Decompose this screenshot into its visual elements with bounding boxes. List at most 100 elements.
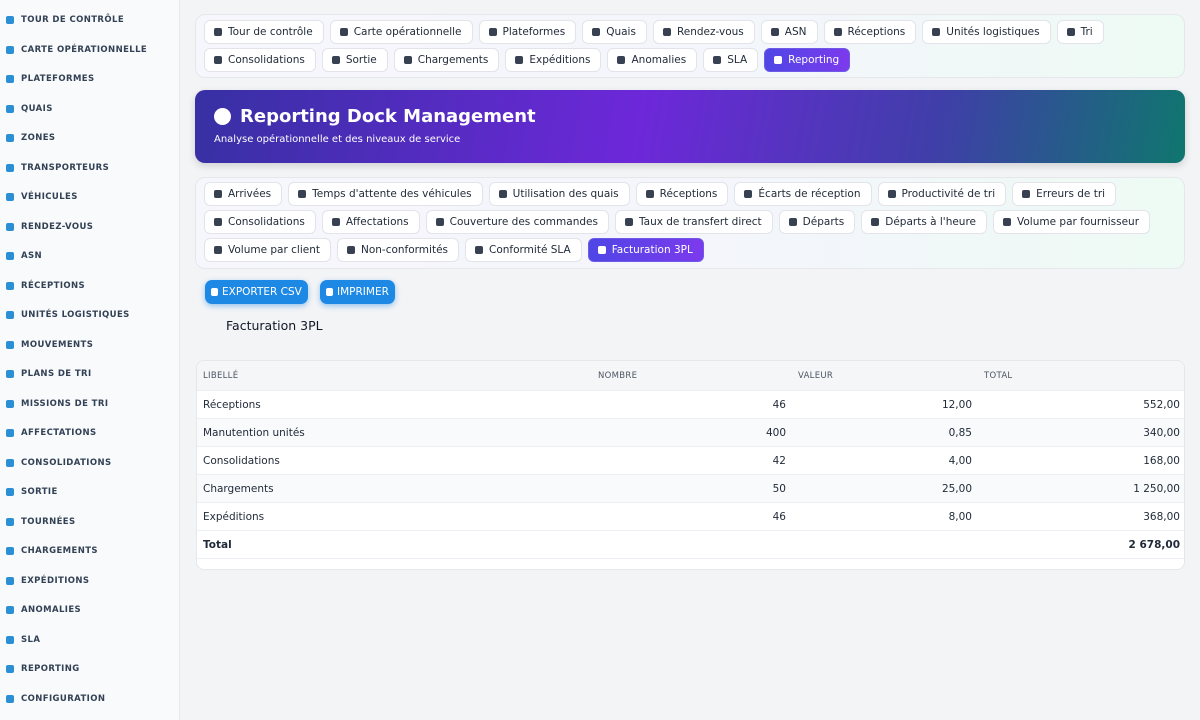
nav-button[interactable]: Quais <box>582 20 647 44</box>
sidebar-item[interactable]: AFFECTATIONS <box>6 425 97 441</box>
nav-button[interactable]: Anomalies <box>607 48 698 72</box>
report-tab[interactable]: Départs <box>778 210 856 234</box>
report-tab[interactable]: Volume par fournisseur <box>993 210 1151 234</box>
sidebar-item[interactable]: MISSIONS DE TRI <box>6 396 108 412</box>
sidebar-item[interactable]: TRANSPORTEURS <box>6 160 109 176</box>
sidebar-item[interactable]: REPORTING <box>6 661 80 677</box>
table-cell: Chargements <box>203 482 274 495</box>
icon <box>6 517 14 526</box>
label: Erreurs de tri <box>1036 188 1106 200</box>
sidebar-item[interactable]: PLATEFORMES <box>6 71 95 87</box>
icon <box>6 16 14 24</box>
sidebar-item[interactable]: UNITÉS LOGISTIQUES <box>6 307 130 323</box>
sidebar-item[interactable]: EXPÉDITIONS <box>6 573 89 589</box>
nav-button[interactable]: Sortie <box>321 48 388 72</box>
sidebar-item[interactable]: ZONES <box>6 130 55 146</box>
report-tab[interactable]: Non-conformités <box>336 238 460 262</box>
label: PLANS DE TRI <box>21 369 92 379</box>
label: Unités logistiques <box>946 26 1040 38</box>
report-tab[interactable]: Temps d'attente des véhicules <box>288 182 483 206</box>
section-title: Facturation 3PL <box>226 318 323 333</box>
report-tab[interactable]: Affectations <box>321 210 420 234</box>
label: Affectations <box>345 216 409 228</box>
sidebar-item[interactable]: RENDEZ-VOUS <box>6 219 93 235</box>
table-cell: 1 250,00 <box>1133 482 1180 495</box>
sidebar-item[interactable]: CONFIGURATION <box>6 691 105 707</box>
sidebar-item[interactable]: MOUVEMENTS <box>6 337 93 353</box>
nav-button[interactable]: Unités logistiques <box>922 20 1051 44</box>
label: Volume par fournisseur <box>1017 216 1140 228</box>
sidebar-item[interactable]: CARTE OPÉRATIONNELLE <box>6 42 147 58</box>
icon <box>1022 190 1031 198</box>
label: SLA <box>21 634 41 645</box>
action-button[interactable]: IMPRIMER <box>320 280 395 304</box>
nav-button[interactable]: Tri <box>1056 20 1104 44</box>
report-tab[interactable]: Consolidations <box>204 210 316 234</box>
icon <box>515 56 524 64</box>
action-button[interactable]: EXPORTER CSV <box>205 280 308 304</box>
title-text: Reporting Dock Management <box>240 106 536 127</box>
icon <box>214 56 222 64</box>
sidebar-item[interactable]: PLANS DE TRI <box>6 366 92 382</box>
table-row: Manutention unités 400 0,85 340,00 <box>197 419 1184 447</box>
icon <box>774 56 783 64</box>
report-tab[interactable]: Départs à l'heure <box>861 210 988 234</box>
icon <box>6 222 14 231</box>
nav-button[interactable]: ASN <box>760 20 818 44</box>
label: TOUR DE CONTRÔLE <box>21 15 125 25</box>
sidebar-item[interactable]: RÉCEPTIONS <box>6 278 85 294</box>
report-tab[interactable]: Productivité de tri <box>877 182 1007 206</box>
sidebar-item[interactable]: SLA <box>6 632 40 648</box>
icon <box>475 246 484 254</box>
report-tab[interactable]: Écarts de réception <box>734 182 872 206</box>
report-tab[interactable]: Arrivées <box>204 182 283 206</box>
table-row: Expéditions 46 8,00 368,00 <box>197 503 1184 531</box>
icon <box>624 218 633 226</box>
sidebar-item[interactable]: TOUR DE CONTRÔLE <box>6 12 124 28</box>
sidebar-item[interactable]: CONSOLIDATIONS <box>6 455 112 471</box>
sidebar-item[interactable]: ASN <box>6 248 42 264</box>
label: CONFIGURATION <box>21 693 106 704</box>
label: EXPORTER CSV <box>222 286 302 298</box>
nav-button[interactable]: Plateformes <box>478 20 577 44</box>
nav-button[interactable]: Tour de contrôle <box>204 20 324 44</box>
icon <box>214 28 222 36</box>
nav-button[interactable]: Chargements <box>393 48 500 72</box>
nav-button[interactable]: Carte opérationnelle <box>329 20 473 44</box>
label: SORTIE <box>21 487 58 497</box>
label: RENDEZ-VOUS <box>21 221 94 232</box>
table-cell: 168,00 <box>1143 454 1180 467</box>
sidebar-item[interactable]: CHARGEMENTS <box>6 543 98 559</box>
nav-button[interactable]: Expéditions <box>505 48 602 72</box>
report-tab[interactable]: Volume par client <box>204 238 331 262</box>
label: Réceptions <box>847 26 906 38</box>
sidebar-item[interactable]: VÉHICULES <box>6 189 78 205</box>
label: QUAIS <box>21 103 53 114</box>
nav-button[interactable]: Réceptions <box>823 20 917 44</box>
report-tab[interactable]: Taux de transfert direct <box>614 210 773 234</box>
sidebar-item[interactable]: SORTIE <box>6 484 58 500</box>
nav-button[interactable]: Rendez-vous <box>652 20 755 44</box>
report-tab[interactable]: Erreurs de tri <box>1012 182 1117 206</box>
sidebar-item[interactable]: TOURNÉES <box>6 514 76 530</box>
table-cell: 46 <box>772 510 786 523</box>
label: ANOMALIES <box>21 605 82 615</box>
report-tab[interactable]: Conformité SLA <box>465 238 582 262</box>
label: REPORTING <box>21 664 80 674</box>
nav-button[interactable]: Consolidations <box>204 48 316 72</box>
table-cell: 4,00 <box>948 454 972 467</box>
sidebar-item[interactable]: ANOMALIES <box>6 602 81 618</box>
icon <box>298 190 307 198</box>
report-tab[interactable]: Utilisation des quais <box>488 182 630 206</box>
column-header: TOTAL <box>984 370 1013 381</box>
label: MOUVEMENTS <box>21 339 94 350</box>
nav-button[interactable]: Reporting <box>764 48 851 72</box>
label: Anomalies <box>631 54 687 66</box>
report-tab[interactable]: Couverture des commandes <box>425 210 609 234</box>
report-tab[interactable]: Facturation 3PL <box>587 238 704 262</box>
icon <box>339 28 348 36</box>
sidebar-item[interactable]: QUAIS <box>6 101 53 117</box>
nav-button[interactable]: SLA <box>703 48 759 72</box>
icon <box>6 370 14 378</box>
report-tab[interactable]: Réceptions <box>635 182 729 206</box>
